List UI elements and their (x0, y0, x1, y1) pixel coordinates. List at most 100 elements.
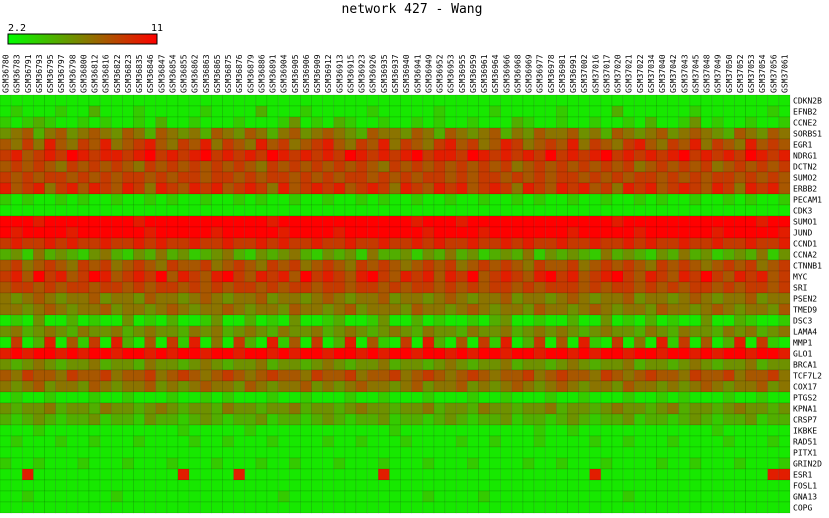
heatmap-cell (745, 457, 757, 470)
heatmap-cell (122, 270, 134, 283)
column-label: GSM36915 (346, 54, 355, 93)
heatmap-cell (211, 435, 223, 448)
heatmap-cell (589, 457, 602, 470)
heatmap-cell (277, 391, 290, 404)
heatmap-cell (188, 193, 201, 206)
heatmap-cell (745, 281, 757, 294)
heatmap-cell (133, 424, 145, 437)
heatmap-cell (622, 435, 635, 448)
column-label: GSM36959 (469, 54, 478, 93)
heatmap-cell (222, 116, 234, 129)
heatmap-cell (633, 325, 646, 338)
heatmap-cell (455, 237, 468, 250)
heatmap-cell (222, 248, 234, 261)
heatmap-cell (667, 435, 680, 448)
heatmap-cell (66, 237, 79, 250)
heatmap-cell (288, 435, 301, 448)
column-label: GSM36904 (280, 54, 289, 93)
heatmap-cell (678, 468, 691, 481)
heatmap-cell (166, 204, 179, 217)
heatmap-cell (199, 248, 212, 261)
heatmap-cell (734, 490, 746, 503)
heatmap-cell (99, 424, 112, 437)
heatmap-cell (277, 369, 290, 382)
heatmap-cell (711, 215, 724, 228)
heatmap-cell (611, 149, 624, 162)
heatmap-cell (734, 468, 746, 481)
heatmap-cell (133, 391, 145, 404)
heatmap-cell (444, 490, 457, 503)
heatmap-cell (578, 248, 591, 261)
heatmap-cell (411, 226, 424, 239)
heatmap-cell (533, 490, 546, 503)
heatmap-cell (689, 479, 702, 492)
heatmap-cell (378, 369, 390, 382)
heatmap-cell (333, 446, 346, 459)
heatmap-cell (211, 402, 223, 415)
heatmap-cell (533, 468, 546, 481)
heatmap-cell (444, 424, 457, 437)
heatmap-cell (122, 226, 134, 239)
heatmap-cell (589, 160, 602, 173)
heatmap-cell (389, 138, 401, 151)
heatmap-cell (656, 369, 668, 382)
heatmap-cell (411, 435, 424, 448)
heatmap-cell (500, 292, 513, 305)
heatmap-cell (211, 303, 223, 316)
heatmap-cell (711, 182, 724, 195)
heatmap-cell (188, 369, 201, 382)
heatmap-cell (511, 358, 524, 371)
heatmap-cell (0, 435, 12, 448)
heatmap-cell (266, 336, 279, 349)
heatmap-cell (199, 435, 212, 448)
heatmap-cell (344, 435, 357, 448)
heatmap-cell (344, 446, 357, 459)
heatmap-cell (222, 325, 234, 338)
heatmap-cell (355, 204, 368, 217)
heatmap-cell (300, 391, 312, 404)
heatmap-cell (311, 281, 323, 294)
heatmap-cell (99, 105, 112, 118)
heatmap-cell (333, 391, 346, 404)
heatmap-cell (33, 413, 45, 426)
heatmap-cell (711, 237, 724, 250)
heatmap-cell (244, 105, 257, 118)
heatmap-cell (10, 226, 23, 239)
heatmap-cell (277, 270, 290, 283)
heatmap-cell (199, 303, 212, 316)
heatmap-cell (288, 193, 301, 206)
heatmap-cell (233, 204, 246, 217)
heatmap-cell (188, 402, 201, 415)
heatmap-cell (110, 369, 123, 382)
heatmap-cell (355, 182, 368, 195)
heatmap-cell (522, 149, 535, 162)
heatmap-cell (110, 292, 123, 305)
heatmap-cell (778, 424, 791, 437)
heatmap-cell (211, 314, 223, 327)
heatmap-cell (522, 292, 535, 305)
heatmap-cell (511, 468, 524, 481)
heatmap-cell (678, 127, 691, 140)
heatmap-cell (667, 457, 680, 470)
heatmap-cell (422, 138, 435, 151)
column-label: GSM36879 (246, 54, 255, 93)
heatmap-cell (66, 369, 79, 382)
heatmap-cell (288, 314, 301, 327)
heatmap-cell (366, 171, 379, 184)
heatmap-cell (288, 270, 301, 283)
heatmap-cell (778, 380, 791, 393)
heatmap-cell (589, 380, 602, 393)
heatmap-cell (700, 391, 713, 404)
heatmap-cell (322, 259, 335, 272)
heatmap-cell (311, 226, 323, 239)
heatmap-cell (656, 435, 668, 448)
heatmap-cell (544, 446, 557, 459)
heatmap-cell (77, 226, 90, 239)
row-label: LAMA4 (793, 328, 817, 337)
heatmap-cell (266, 182, 279, 195)
row-label: CCNE2 (793, 119, 817, 128)
heatmap-cell (99, 171, 112, 184)
heatmap-cell (333, 105, 346, 118)
heatmap-cell (711, 259, 724, 272)
heatmap-cell (177, 391, 190, 404)
